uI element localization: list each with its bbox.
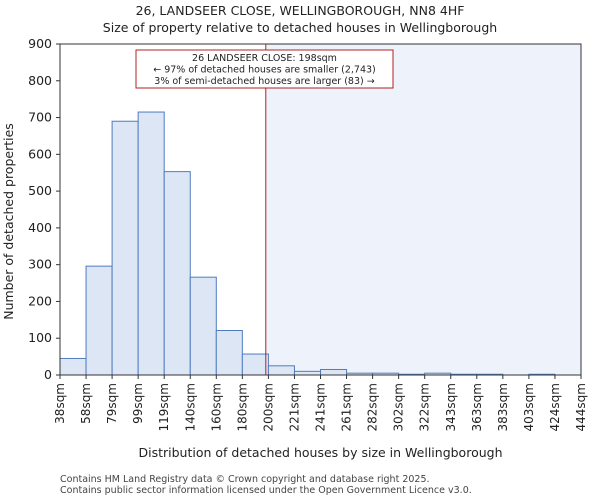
histogram-bar: [189, 276, 217, 376]
histogram-bar: [267, 365, 295, 376]
x-tick-label: 383sqm: [496, 383, 510, 431]
x-tick-label: 140sqm: [183, 383, 197, 431]
x-tick-label: 200sqm: [261, 383, 275, 431]
y-tick-label: 600: [28, 146, 52, 161]
histogram-bar: [163, 171, 191, 376]
y-tick-label: 300: [28, 257, 52, 272]
y-tick-label: 700: [28, 110, 52, 125]
histogram-bar: [111, 120, 139, 376]
histogram-bar: [85, 265, 113, 376]
y-tick-label: 0: [44, 367, 52, 382]
annotation-line: 3% of semi-detached houses are larger (8…: [154, 76, 374, 87]
y-tick-label: 400: [28, 220, 52, 235]
histogram-bar: [137, 111, 165, 376]
x-tick-label: 424sqm: [548, 383, 562, 431]
chart-subtitle: Size of property relative to detached ho…: [102, 20, 498, 35]
histogram-bar: [215, 329, 243, 376]
histogram-bar: [241, 353, 269, 376]
annotation-line: ← 97% of detached houses are smaller (2,…: [153, 65, 376, 76]
chart-title: 26, LANDSEER CLOSE, WELLINGBOROUGH, NN8 …: [135, 3, 465, 18]
x-tick-label: 302sqm: [392, 383, 406, 431]
y-tick-label: 800: [28, 73, 52, 88]
x-tick-label: 160sqm: [209, 383, 223, 431]
footer-line-1: Contains HM Land Registry data © Crown c…: [60, 474, 430, 485]
x-tick-label: 58sqm: [79, 383, 93, 424]
x-tick-label: 79sqm: [105, 383, 119, 424]
x-tick-label: 38sqm: [53, 383, 67, 424]
x-tick-label: 322sqm: [418, 383, 432, 431]
y-axis-label: Number of detached properties: [1, 123, 16, 320]
annotation-line: 26 LANDSEER CLOSE: 198sqm: [192, 53, 337, 64]
histogram-bar: [320, 368, 348, 376]
x-tick-label: 180sqm: [235, 383, 249, 431]
x-tick-label: 363sqm: [470, 383, 484, 431]
footer-line-2: Contains public sector information licen…: [60, 485, 472, 496]
x-axis-label: Distribution of detached houses by size …: [138, 445, 502, 460]
x-tick-label: 403sqm: [522, 383, 536, 431]
x-tick-label: 261sqm: [340, 383, 354, 431]
x-tick-label: 221sqm: [287, 383, 301, 431]
histogram-bar: [293, 370, 322, 376]
histogram-bar: [59, 357, 87, 376]
y-tick-label: 200: [28, 293, 52, 308]
x-tick-label: 282sqm: [366, 383, 380, 431]
larger-region-shade: [265, 44, 581, 375]
x-tick-label: 99sqm: [131, 383, 145, 424]
x-tick-label: 241sqm: [314, 383, 328, 431]
annotation-box: [135, 49, 394, 89]
y-tick-label: 100: [28, 330, 52, 345]
y-tick-label: 900: [28, 36, 52, 51]
x-tick-label: 444sqm: [574, 383, 588, 431]
x-tick-label: 343sqm: [444, 383, 458, 431]
y-tick-label: 500: [28, 183, 52, 198]
x-tick-label: 119sqm: [157, 383, 171, 431]
